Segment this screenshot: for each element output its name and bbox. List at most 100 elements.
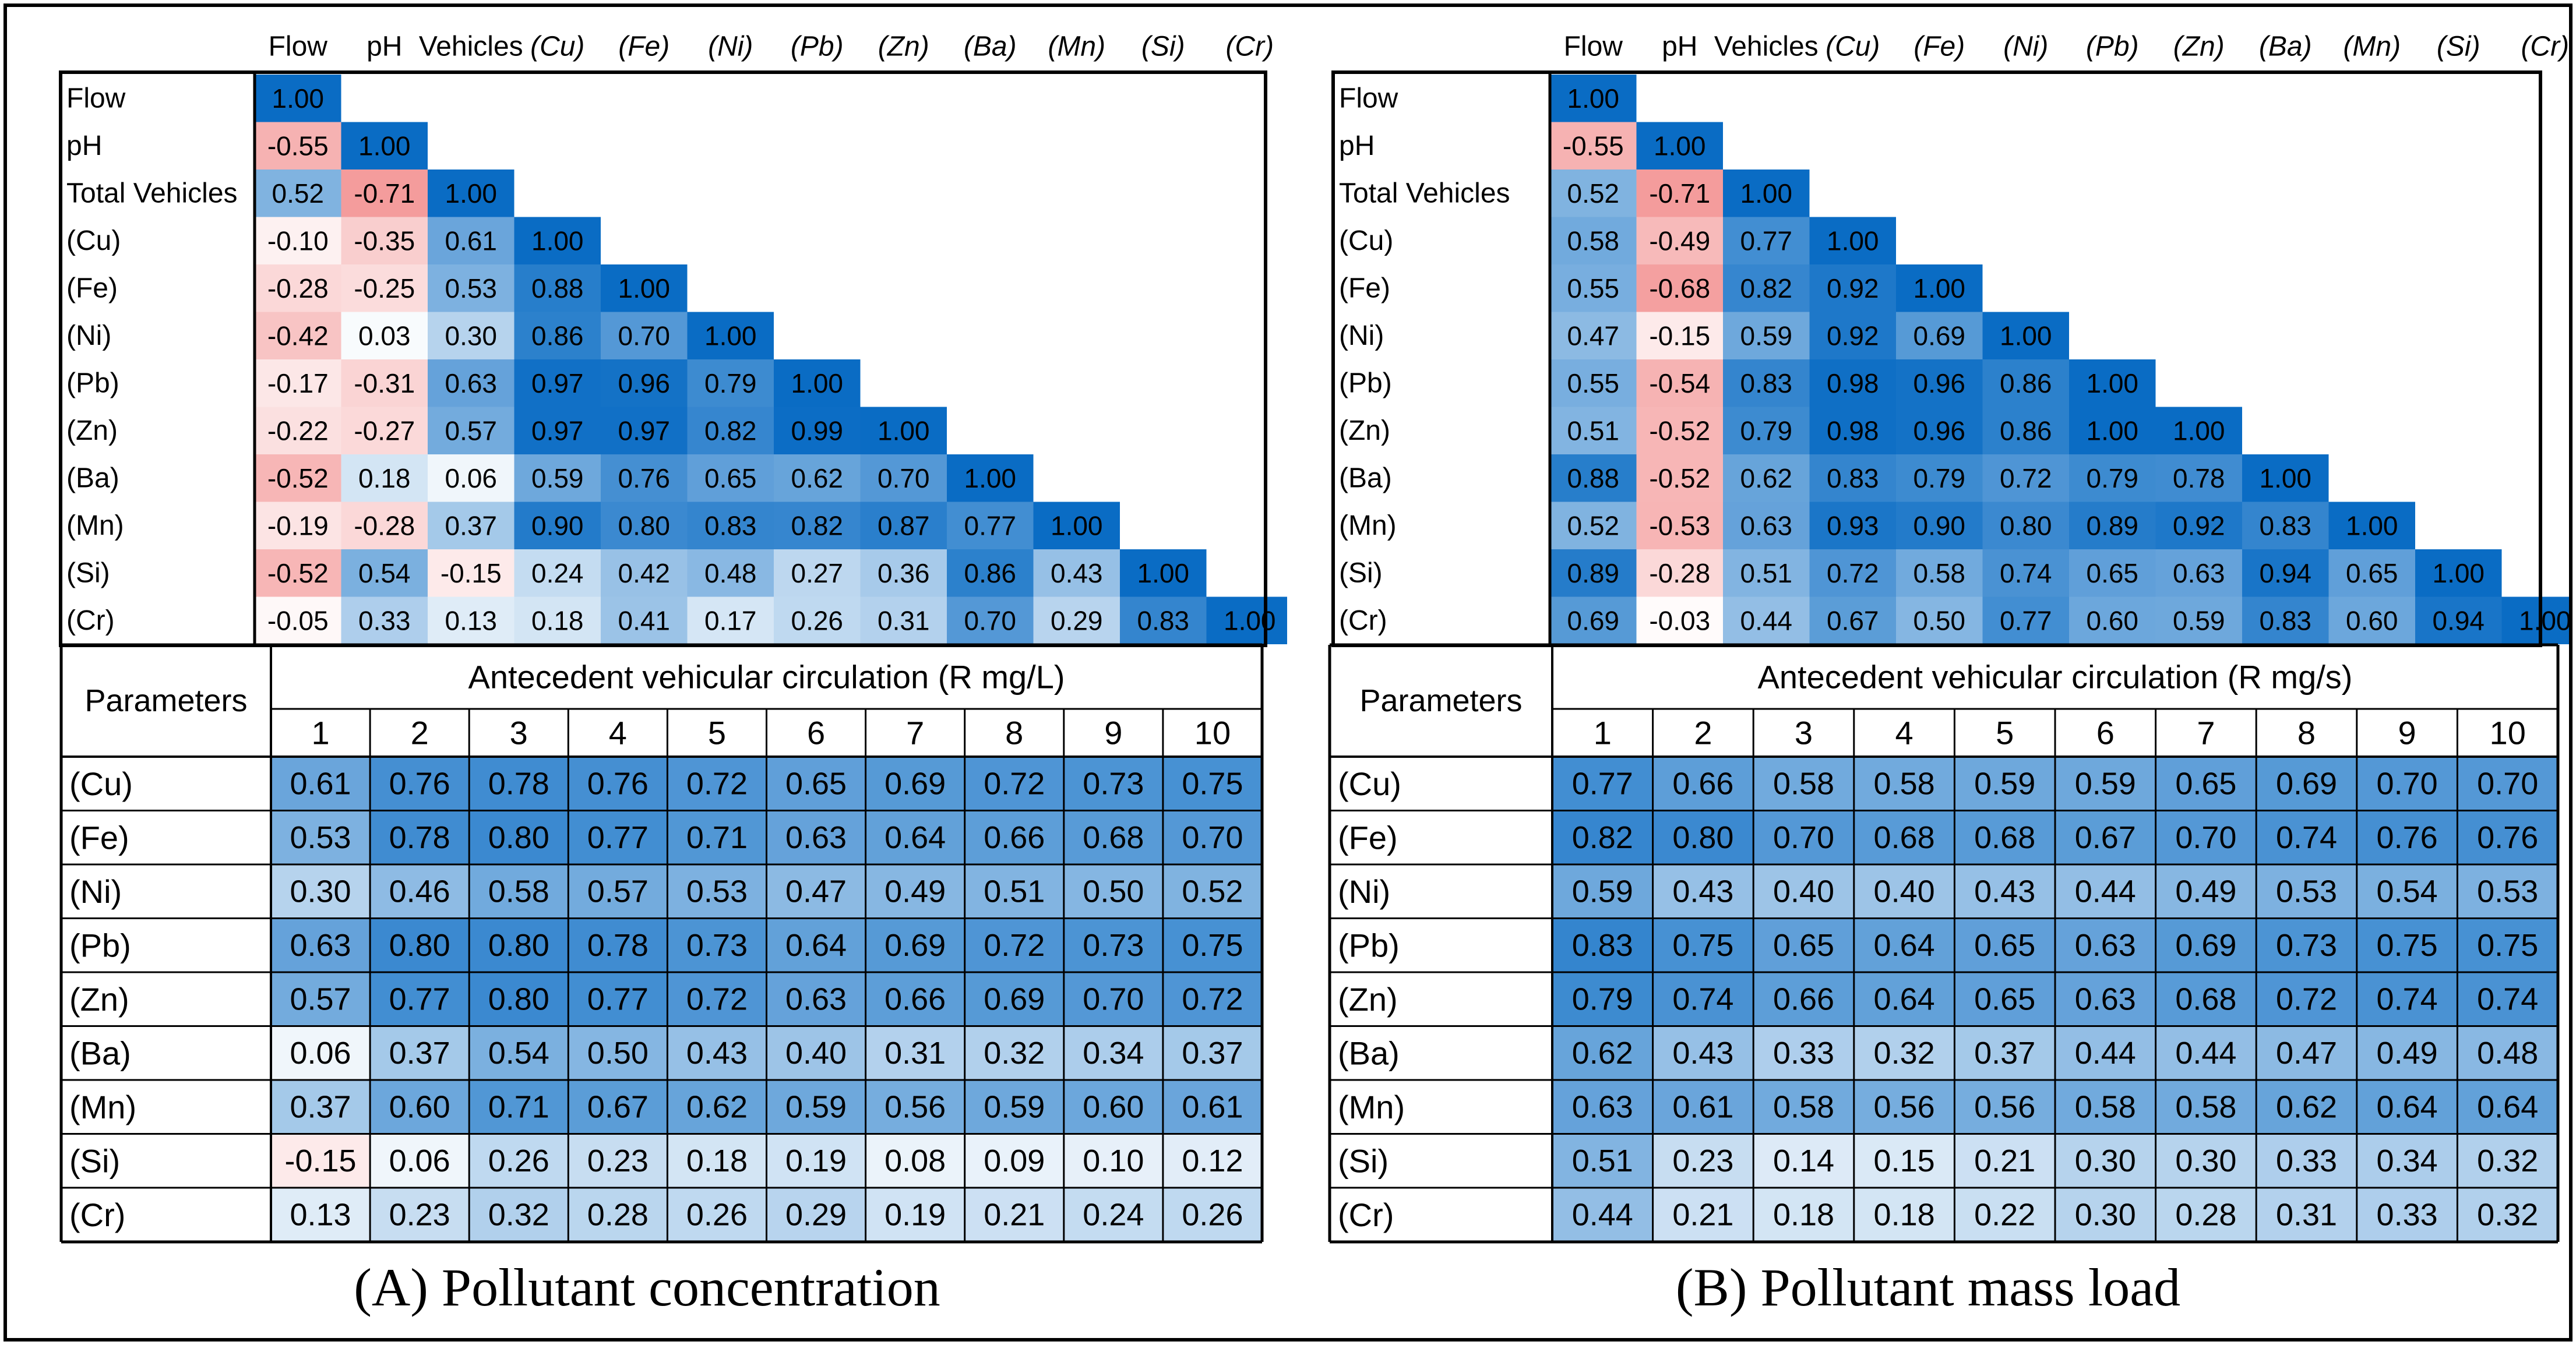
matrix-row-label: (Mn) [66,510,124,541]
table-cell-value: 0.43 [686,1036,748,1071]
table-cell-value: 0.59 [1572,874,1633,909]
table-cell-value: 0.62 [686,1089,748,1124]
matrix-col-header: (Mn) [2343,31,2401,62]
table-cell-value: 0.72 [2276,982,2337,1016]
panel-b-chart: Flow pH Vehicles (Cu) (Fe) (Ni) (Pb) (Zn) (Ba) (M… [1328,31,2576,1244]
matrix-col-header: (Si) [1141,31,1185,62]
matrix-cell [1550,122,1637,170]
table-cell [469,864,569,919]
table-cell [1652,918,1754,972]
matrix-col-header: (Cr) [1225,31,1274,62]
matrix-row-label: (Ni) [1339,320,1384,351]
matrix-col-header: (Zn) [878,31,929,62]
table-cell [568,1026,668,1080]
matrix-cell [2415,549,2502,597]
matrix-cell-value: -0.10 [267,225,329,256]
matrix-cell-value: 0.83 [1740,368,1792,398]
table-cell [1063,918,1163,972]
table-cell [2055,918,2156,972]
matrix-cell-value: 0.60 [2346,605,2398,636]
table-cell-value: 0.59 [984,1089,1045,1124]
matrix-cell [1982,549,2069,597]
table-cell [2155,1188,2257,1242]
matrix-cell [341,407,428,454]
table-cell [2256,810,2357,864]
table-cell-value: 0.58 [488,874,549,909]
table-col-number: 8 [2297,715,2316,751]
table-row-label: (Ni) [1338,873,1390,910]
matrix-cell-value: 1.00 [2519,605,2569,636]
table-cell-value: 0.78 [389,820,450,855]
matrix-row-label: (Zn) [66,415,118,446]
table-cell-value: 0.59 [1974,766,2035,801]
table-cell [1853,972,1955,1026]
matrix-cell-value: 0.62 [1740,463,1792,493]
table-cell [2356,864,2458,919]
table-cell-value: 0.75 [2377,928,2438,963]
matrix-cell-value: 0.90 [531,510,584,541]
table-cell-value: 0.70 [2477,766,2538,801]
matrix-cell-value: 1.00 [1827,225,1879,256]
table-cell [2256,1134,2357,1188]
table-cell-value: 0.59 [2075,766,2136,801]
matrix-cell-value: 0.90 [1913,510,1965,541]
matrix-col-header: (Fe) [618,31,669,62]
matrix-cell-value: 0.77 [2000,605,2052,636]
matrix-cell-value: 0.52 [1567,510,1619,541]
matrix-cell [1636,549,1723,597]
matrix-col-header: pH [367,31,402,62]
matrix-cell [687,502,774,549]
matrix-cell-value: -0.68 [1649,273,1710,303]
matrix-cell-value: 0.51 [1740,558,1792,588]
table-cell [2356,757,2458,811]
matrix-cell-value: 0.69 [1913,320,1965,351]
matrix-cell [428,359,515,407]
matrix-row-label: Flow [1339,83,1398,114]
matrix-cell-value: 0.86 [2000,415,2052,446]
matrix-cell-value: 0.63 [2173,558,2225,588]
table-cell-value: 0.18 [1874,1197,1935,1232]
table-row-label: (Pb) [69,927,131,963]
matrix-cell-value: -0.35 [354,225,415,256]
matrix-cell [428,170,515,217]
matrix-cell [1982,502,2069,549]
table-cell-value: 0.28 [2175,1197,2236,1232]
table-cell [469,1134,569,1188]
table-cell-value: 0.54 [2377,874,2438,909]
table-cell-value: 0.70 [1083,982,1144,1016]
matrix-cell-value: 0.59 [531,463,584,493]
matrix-cell-value: -0.15 [441,558,502,588]
matrix-cell [1809,407,1896,454]
matrix-cell [1550,75,1637,122]
table-cell [2055,810,2156,864]
table-cell [667,1188,767,1242]
matrix-cell [2069,596,2156,644]
panel-a-caption: (A) Pollutant concentration [354,1258,940,1317]
matrix-col-header: (Ni) [2003,31,2048,62]
matrix-cell [255,75,341,122]
matrix-cell [687,359,774,407]
table-cell [667,864,767,919]
table-cell [1552,972,1653,1026]
matrix-cell [341,502,428,549]
matrix-cell-value: -0.19 [267,510,329,541]
table-cell-value: 0.30 [290,874,351,909]
table-cell-value: 0.58 [1874,766,1935,801]
matrix-cell-value: -0.52 [267,463,329,493]
table-cell-value: 0.34 [1083,1036,1144,1071]
table-cell [2356,1026,2458,1080]
matrix-cell [601,407,688,454]
table-corner-label: Parameters [84,683,247,718]
table-cell [568,918,668,972]
matrix-col-header: (Fe) [1914,31,1965,62]
table-row-label: (Ni) [69,873,122,910]
table-cell [2457,757,2558,811]
matrix-cell-value: 0.18 [531,605,584,636]
table-cell [2155,1134,2257,1188]
matrix-cell [601,596,688,644]
table-header: Antecedent vehicular circulation (R mg/s… [1758,659,2353,696]
matrix-cell [428,217,515,264]
matrix-cell [255,217,341,264]
table-cell [766,1134,866,1188]
matrix-cell-value: 0.88 [531,273,584,303]
